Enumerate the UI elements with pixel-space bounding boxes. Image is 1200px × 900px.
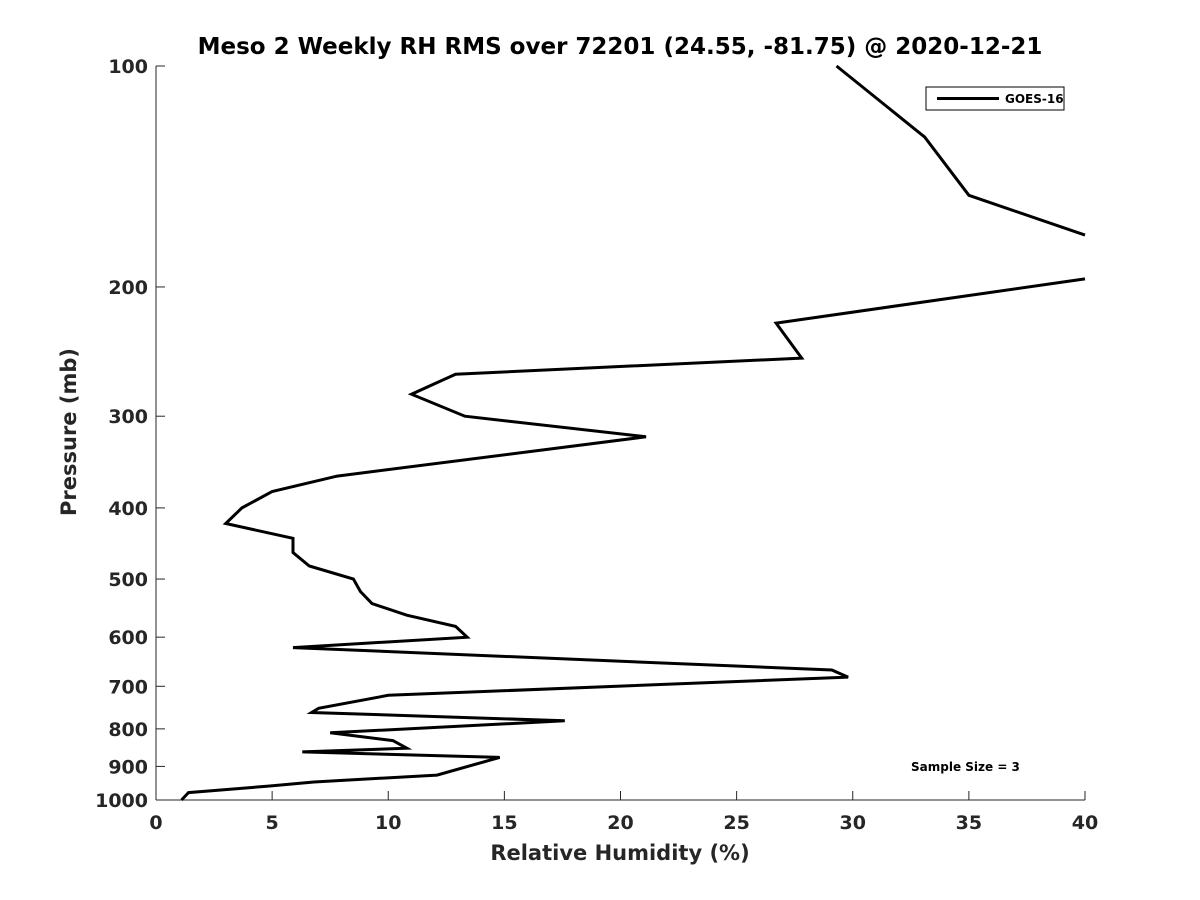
y-tick-label: 1000 <box>95 790 148 812</box>
x-axis-title: Relative Humidity (%) <box>490 841 749 865</box>
x-tick-label: 10 <box>375 812 401 834</box>
legend-label-goes-16: GOES-16 <box>1005 92 1064 106</box>
x-tick-label: 0 <box>149 812 162 834</box>
x-tick-label: 20 <box>607 812 633 834</box>
sample-size-annotation: Sample Size = 3 <box>911 760 1020 774</box>
y-tick-label: 100 <box>108 56 148 78</box>
x-tick-label: 30 <box>840 812 866 834</box>
y-tick-label: 300 <box>108 406 148 428</box>
y-tick-label: 600 <box>108 627 148 649</box>
chart-title: Meso 2 Weekly RH RMS over 72201 (24.55, … <box>198 34 1043 60</box>
y-tick-label: 700 <box>108 676 148 698</box>
series-line-goes-16 <box>180 277 1086 802</box>
series-line-goes-16 <box>835 64 1086 237</box>
y-tick-label: 200 <box>108 277 148 299</box>
ticks: 0 5 10 15 20 25 30 35 40 100 200 300 400 500 600 700 800… <box>95 56 1098 834</box>
y-tick-label: 500 <box>108 569 148 591</box>
y-tick-label: 400 <box>108 498 148 520</box>
x-tick-label: 35 <box>956 812 982 834</box>
x-tick-label: 25 <box>723 812 749 834</box>
x-tick-label: 15 <box>491 812 517 834</box>
legend: GOES-16 <box>925 86 1065 111</box>
series <box>180 64 1086 802</box>
y-tick-label: 800 <box>108 719 148 741</box>
y-tick-label: 900 <box>108 756 148 778</box>
y-axis-title: Pressure (mb) <box>57 348 81 516</box>
x-tick-label: 40 <box>1072 812 1098 834</box>
x-tick-label: 5 <box>266 812 279 834</box>
